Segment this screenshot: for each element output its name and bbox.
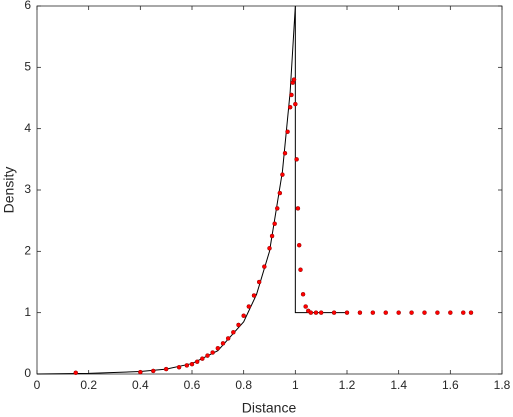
y-axis-label: Density bbox=[1, 167, 17, 214]
scatter-point bbox=[282, 150, 288, 156]
scatter-point bbox=[468, 310, 474, 315]
scatter-point bbox=[357, 310, 363, 315]
scatter-point bbox=[256, 279, 262, 285]
scatter-point bbox=[331, 310, 337, 315]
scatter-point bbox=[370, 310, 376, 315]
x-tick-label: 1 bbox=[292, 378, 299, 392]
scatter-point bbox=[461, 310, 466, 315]
x-tick-label: 1.4 bbox=[390, 378, 407, 392]
scatter-point bbox=[291, 77, 297, 82]
scatter-point bbox=[435, 310, 440, 315]
scatter-point bbox=[289, 92, 294, 98]
x-tick-label: 1.6 bbox=[442, 378, 459, 392]
plot-frame bbox=[36, 5, 503, 375]
y-tick-label: 5 bbox=[24, 60, 31, 74]
scatter-point bbox=[313, 310, 319, 315]
x-tick-label: 0 bbox=[34, 378, 41, 392]
scatter-point bbox=[200, 356, 205, 361]
scatter-point bbox=[294, 157, 299, 162]
scatter-point bbox=[220, 341, 226, 346]
scatter-point bbox=[396, 310, 401, 315]
scatter-point bbox=[409, 310, 414, 315]
scatter-point bbox=[267, 246, 272, 251]
scatter-point bbox=[318, 310, 324, 315]
scatter-point bbox=[236, 322, 241, 328]
scatter-point bbox=[308, 310, 314, 315]
scatter-point bbox=[303, 304, 308, 309]
scatter-point bbox=[231, 330, 236, 335]
x-tick-label: 0.6 bbox=[184, 378, 201, 392]
scatter-point bbox=[272, 221, 277, 226]
scatter-point bbox=[73, 370, 78, 376]
scatter-point bbox=[298, 267, 303, 272]
scatter-point bbox=[300, 292, 306, 297]
scatter-point bbox=[296, 242, 302, 248]
y-tick-label: 2 bbox=[24, 244, 31, 258]
y-tick-label: 3 bbox=[24, 182, 31, 196]
scatter-point bbox=[287, 104, 293, 110]
scatter-point bbox=[383, 310, 388, 315]
x-tick-label: 1.8 bbox=[494, 378, 511, 392]
scatter-point bbox=[176, 365, 182, 370]
x-tick-label: 0.4 bbox=[132, 378, 149, 392]
scatter-point bbox=[269, 233, 275, 239]
scatter-point bbox=[293, 101, 298, 107]
scatter-point bbox=[422, 310, 427, 315]
scatter-point bbox=[205, 353, 210, 358]
x-tick-label: 0.2 bbox=[80, 378, 97, 392]
scatter-point bbox=[151, 368, 156, 374]
scatter-point bbox=[138, 369, 143, 375]
y-tick-label: 0 bbox=[24, 366, 31, 380]
y-tick-label: 6 bbox=[24, 0, 31, 12]
scatter-point bbox=[285, 129, 290, 134]
scatter-point bbox=[225, 336, 231, 341]
scatter-point bbox=[448, 310, 453, 315]
scatter-point bbox=[189, 361, 195, 367]
scatter-point bbox=[251, 293, 257, 298]
x-tick-label: 0.8 bbox=[235, 378, 252, 392]
x-axis-label: Distance bbox=[242, 400, 297, 416]
scatter-point bbox=[194, 359, 200, 364]
scatter-point bbox=[210, 350, 215, 355]
scatter-point bbox=[344, 310, 350, 315]
scatter-point bbox=[277, 190, 283, 196]
scatter-point bbox=[295, 206, 301, 211]
scatter-point bbox=[184, 363, 190, 368]
x-tick-label: 1.2 bbox=[339, 378, 356, 392]
y-tick-label: 1 bbox=[24, 305, 31, 319]
scatter-point bbox=[163, 366, 169, 372]
scatter-point bbox=[280, 172, 285, 177]
scatter-point bbox=[215, 345, 221, 351]
scatter-point bbox=[262, 264, 267, 269]
scatter-point bbox=[275, 206, 280, 211]
scatter-point bbox=[246, 304, 252, 309]
y-tick-label: 4 bbox=[24, 121, 31, 135]
scatter-point bbox=[241, 313, 246, 318]
